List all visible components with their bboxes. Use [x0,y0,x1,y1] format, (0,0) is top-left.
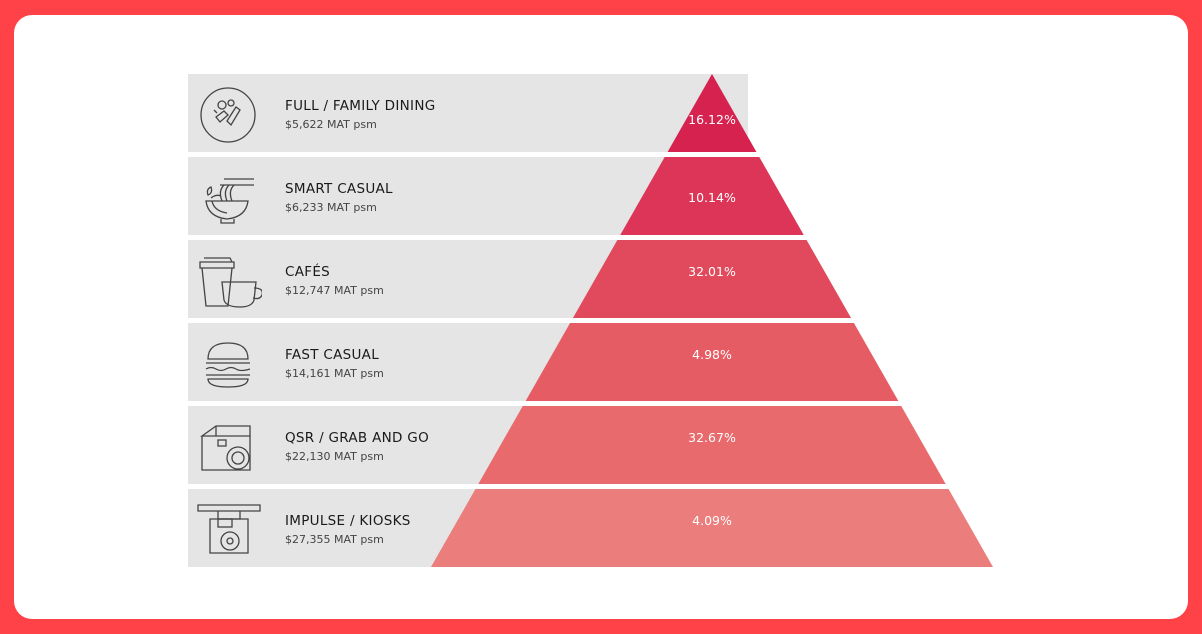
tier-subtitle: $12,747 MAT psm [285,284,384,297]
tier-subtitle: $6,233 MAT psm [285,201,377,214]
takeaway-box-icon [194,416,262,478]
tier-subtitle: $27,355 MAT psm [285,533,384,546]
tier-row-smart-casual: SMART CASUAL $6,233 MAT psm [188,157,748,235]
tier-row-impulse-kiosks: IMPULSE / KIOSKS $27,355 MAT psm [188,489,748,567]
tier-title: IMPULSE / KIOSKS [285,513,411,529]
tier-title: FAST CASUAL [285,347,380,363]
tier-title: SMART CASUAL [285,181,393,197]
noodle-bowl-icon [194,167,262,229]
tier-title: QSR / GRAB AND GO [285,430,429,446]
tier-row-qsr-grab-and-go: QSR / GRAB AND GO $22,130 MAT psm [188,406,748,484]
tier-title: FULL / FAMILY DINING [285,98,436,114]
burger-icon [194,333,262,395]
coffee-cup-icon [194,250,262,312]
dining-icon [194,84,262,146]
tier-subtitle: $5,622 MAT psm [285,118,377,131]
tier-subtitle: $14,161 MAT psm [285,367,384,380]
tier-row-full-family-dining: FULL / FAMILY DINING $5,622 MAT psm [188,74,748,152]
tier-row-fast-casual: FAST CASUAL $14,161 MAT psm [188,323,748,401]
tier-row-cafes: CAFÉS $12,747 MAT psm [188,240,748,318]
tier-title: CAFÉS [285,264,331,280]
kiosk-icon [194,499,262,561]
tier-subtitle: $22,130 MAT psm [285,450,384,463]
